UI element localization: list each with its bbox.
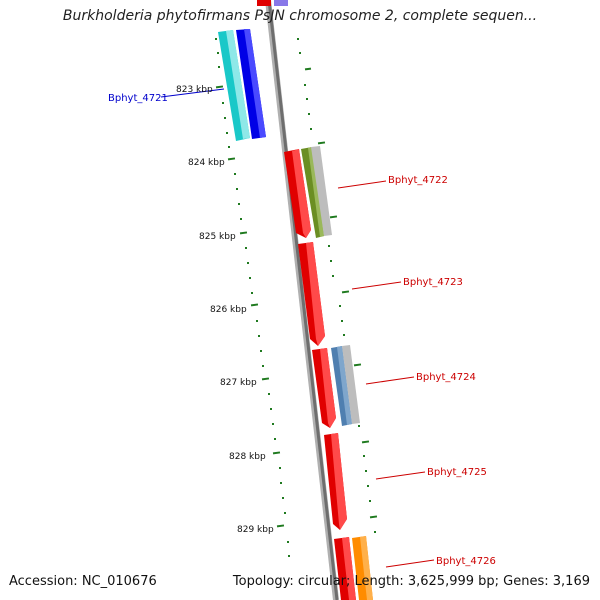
topology-summary: Topology: circular; Length: 3,625,999 bp… bbox=[232, 574, 590, 589]
gene-label-bphyt-4726[interactable]: Bphyt_4726 bbox=[436, 556, 496, 567]
reverse-strand-guide bbox=[215, 38, 290, 557]
gene-bphyt-4726[interactable] bbox=[334, 536, 435, 600]
gene-label-bphyt-4724[interactable]: Bphyt_4724 bbox=[416, 372, 476, 383]
tick-label: 829 kbp bbox=[237, 525, 274, 535]
gene-bphyt-4724[interactable] bbox=[312, 345, 415, 428]
partial-gene-top bbox=[257, 0, 288, 6]
tick-label: 825 kbp bbox=[199, 232, 236, 242]
tick-label: 824 kbp bbox=[188, 158, 225, 168]
backbone bbox=[265, 0, 339, 600]
gene-label-bphyt-4725[interactable]: Bphyt_4725 bbox=[427, 467, 487, 478]
tick-label: 826 kbp bbox=[210, 305, 247, 315]
gene-label-bphyt-4722[interactable]: Bphyt_4722 bbox=[388, 175, 448, 186]
gene-bphyt-4722[interactable] bbox=[284, 146, 387, 238]
tick-label: 823 kbp bbox=[176, 85, 213, 95]
sequence-title: Burkholderia phytofirmans PsJN chromosom… bbox=[62, 8, 538, 24]
gene-bphyt-4721[interactable] bbox=[160, 29, 266, 141]
accession-text: Accession: NC_010676 bbox=[9, 574, 157, 589]
tick-label: 828 kbp bbox=[229, 452, 266, 462]
gene-label-bphyt-4721[interactable]: Bphyt_4721 bbox=[108, 93, 168, 104]
gene-bphyt-4725[interactable] bbox=[324, 433, 426, 530]
gene-bphyt-4723[interactable] bbox=[298, 242, 402, 346]
gene-label-bphyt-4723[interactable]: Bphyt_4723 bbox=[403, 277, 463, 288]
tick-label: 827 kbp bbox=[220, 378, 257, 388]
